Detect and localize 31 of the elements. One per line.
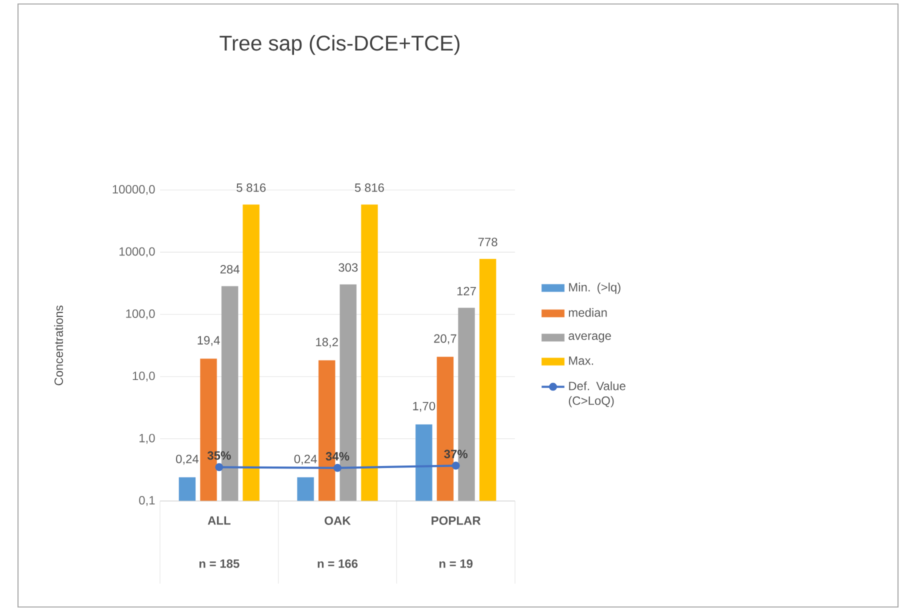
x-tick-label: POPLAR [432,516,481,525]
y-tick-label: 100,0 [126,309,155,320]
legend-label: Max. [569,356,594,365]
chart-title: Tree sap (Cis-DCE+TCE) [220,35,460,55]
data-label: 5 816 [354,183,384,192]
data-label: 5 816 [236,183,266,192]
data-label: 20,7 [434,334,456,344]
x-tick-label: ALL [208,516,230,525]
text: n = 185 [199,559,240,568]
data-label: 1,70 [413,402,436,412]
y-tick-label: 0,1 [139,496,155,506]
y-axis-title: Concentrations [54,306,64,386]
y-tick-label: 1,0 [140,434,155,444]
legend-label: median [568,308,607,317]
text: n = 19 [439,559,473,568]
y-tick-label: 10,0 [132,372,155,382]
legend-label: average [568,333,611,342]
data-label: 127 [457,286,476,296]
y-tick-label: 1000,0 [120,247,155,258]
data-label: 0,24 [294,454,317,465]
data-label: 284 [220,264,240,274]
legend-label: Min. (>lq) [569,282,620,294]
data-label: 303 [338,263,358,272]
data-label: 18,2 [316,338,338,348]
y-tick-label: 10000,0 [112,185,155,195]
data-label: 778 [478,238,498,246]
data-label: 0,24 [176,454,199,465]
x-tick-label: OAK [324,516,351,525]
text: n = 166 [318,559,358,568]
legend-label: Def. Value (C>LoQ) [568,381,626,408]
data-label: 19,4 [198,336,220,346]
